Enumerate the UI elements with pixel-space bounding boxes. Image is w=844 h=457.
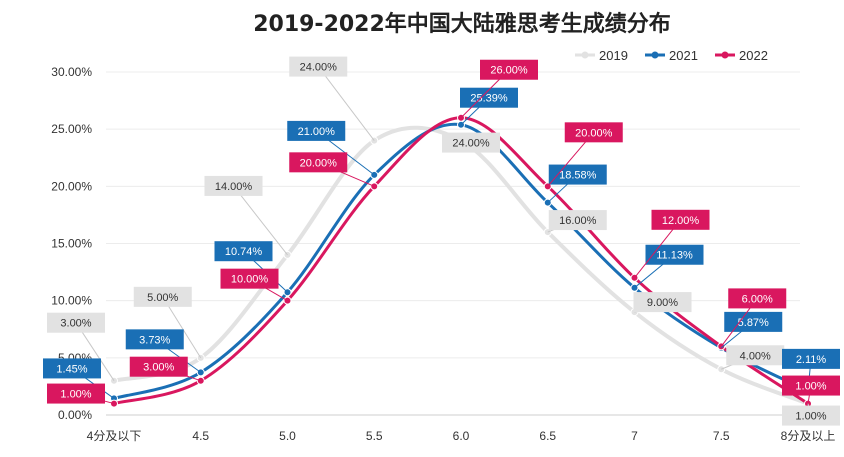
data-label-box-2021 (460, 87, 518, 108)
data-label-2021: 21.00% (298, 126, 336, 138)
data-label-box-2019 (289, 56, 348, 77)
data-label-box-2022 (480, 59, 538, 80)
data-label-2022: 10.00% (231, 274, 269, 286)
data-label-box-2021 (214, 241, 273, 262)
data-label-box-2021 (724, 311, 783, 332)
data-label-2021: 1.45% (56, 363, 87, 375)
data-label-2022: 1.00% (795, 381, 826, 393)
x-tick-label: 6.0 (453, 429, 470, 443)
series-line-2019 (112, 125, 810, 406)
leader-line-2019 (317, 66, 375, 141)
data-label-2022: 3.00% (143, 362, 174, 374)
leader-line-2019 (233, 185, 288, 256)
data-label-2019: 24.00% (300, 62, 338, 74)
x-tick-label: 8分及以上 (781, 429, 836, 443)
data-label-2021: 25.39% (470, 93, 508, 105)
data-label-box-2019 (442, 132, 500, 153)
data-label-2019: 14.00% (215, 181, 253, 193)
legend-marker-2019 (581, 51, 589, 59)
legend: 2019 2021 2022 (575, 48, 768, 63)
data-label-2019: 16.00% (559, 215, 597, 227)
y-tick-label: 25.00% (51, 122, 92, 136)
y-tick-label: 15.00% (51, 237, 92, 251)
data-label-box-2021 (287, 120, 346, 141)
legend-label-2021: 2021 (669, 48, 698, 63)
data-label-2021: 2.11% (796, 354, 827, 366)
data-label-2022: 20.00% (575, 127, 613, 139)
data-label-2021: 5.87% (738, 317, 769, 329)
y-tick-label: 30.00% (51, 65, 92, 79)
x-tick-label: 4分及以下 (87, 429, 142, 443)
data-label-box-2021 (782, 348, 840, 369)
data-label-2021: 10.74% (225, 246, 263, 258)
data-label-box-2021 (43, 358, 101, 379)
data-label-box-2019 (47, 312, 105, 333)
y-tick-label: 20.00% (51, 179, 92, 193)
series-line-2021 (112, 122, 810, 400)
legend-label-2019: 2019 (599, 48, 628, 63)
data-label-2021: 18.58% (559, 170, 597, 182)
x-tick-label: 7 (631, 429, 638, 443)
data-label-box-2022 (47, 383, 105, 404)
data-label-box-2019 (726, 345, 785, 366)
data-label-2021: 3.73% (139, 334, 170, 346)
data-label-2019: 4.00% (740, 350, 771, 362)
data-label-2022: 26.00% (490, 65, 528, 77)
data-label-2019: 5.00% (147, 292, 178, 304)
data-label-box-2022 (564, 122, 623, 143)
data-label-2021: 11.13% (656, 250, 693, 262)
data-label-box-2019 (204, 175, 263, 196)
x-tick-label: 5.0 (279, 429, 296, 443)
data-label-2022: 6.00% (742, 293, 773, 305)
data-label-2022: 20.00% (300, 157, 338, 169)
x-tick-label: 4.5 (192, 429, 209, 443)
data-label-box-2019 (548, 210, 607, 231)
data-label-2019: 24.00% (452, 138, 490, 150)
legend-label-2022: 2022 (739, 48, 768, 63)
chart-title: 2019-2022年中国大陆雅思考生成绩分布 (253, 11, 671, 37)
data-label-box-2022 (782, 375, 840, 396)
x-tick-label: 6.5 (539, 429, 556, 443)
data-label-2019: 1.00% (795, 411, 826, 423)
data-label-box-2022 (289, 152, 348, 173)
data-label-2022: 12.00% (662, 215, 700, 227)
legend-marker-2021 (651, 51, 659, 59)
leader-line-2019 (162, 296, 202, 359)
data-label-box-2021 (548, 164, 607, 185)
legend-marker-2022 (721, 51, 729, 59)
data-labels: 3.00% 5.00% 14.00% 24.00% 24.00% 16.00% 9.00% 4… (43, 56, 840, 426)
data-label-2022: 1.00% (60, 389, 91, 401)
data-label-box-2022 (129, 356, 188, 377)
data-label-box-2022 (728, 288, 787, 309)
data-label-box-2019 (133, 286, 192, 307)
data-label-box-2021 (645, 244, 704, 265)
y-tick-label: 10.00% (51, 294, 92, 308)
data-label-2019: 9.00% (647, 297, 678, 309)
data-label-box-2022 (651, 209, 710, 230)
x-tick-label: 5.5 (366, 429, 383, 443)
x-tick-label: 7.5 (713, 429, 730, 443)
data-label-box-2021 (125, 329, 184, 350)
y-tick-label: 0.00% (58, 408, 92, 422)
data-label-box-2019 (782, 405, 840, 426)
data-label-box-2019 (633, 292, 692, 313)
data-label-2019: 3.00% (60, 318, 91, 330)
data-label-box-2022 (220, 268, 279, 289)
